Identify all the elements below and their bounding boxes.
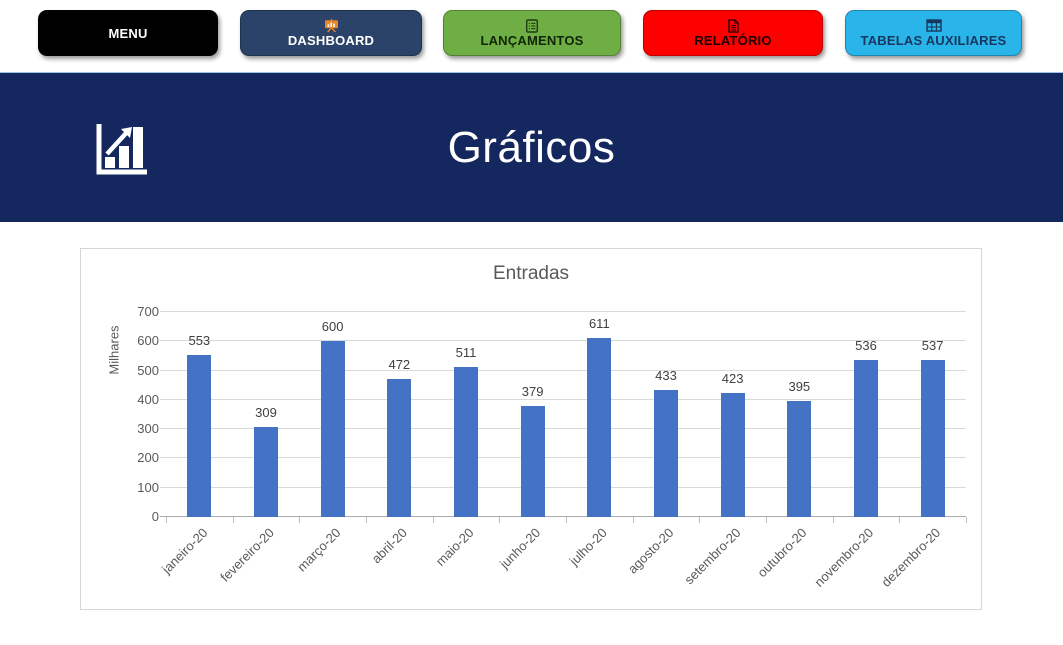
bar-outubro-20 (787, 401, 812, 517)
x-axis-tick (966, 517, 967, 523)
tabelas-auxiliares-button-label: TABELAS AUXILIARES (860, 32, 1007, 48)
title-band: Gráficos (0, 72, 1063, 222)
bar-value-label: 511 (455, 345, 477, 361)
x-axis-label: junho-20 (496, 525, 544, 572)
x-axis-label: agosto-20 (625, 525, 677, 577)
top-navbar: MENU DASHBOARD (0, 0, 1063, 72)
x-axis-tick (899, 517, 901, 523)
bar-julho-20 (587, 338, 612, 517)
x-axis-tick (432, 517, 434, 523)
table-icon (925, 18, 942, 32)
y-tick-label: 0 (151, 509, 159, 524)
y-tick-label: 400 (137, 391, 159, 407)
menu-button-label: MENU (108, 25, 148, 41)
bar-maio-20 (454, 367, 478, 517)
x-axis-tick (832, 517, 834, 523)
gridline (160, 340, 966, 342)
gridline (160, 457, 966, 459)
x-axis-label: setembro-20 (681, 525, 744, 588)
x-axis-label: janeiro-20 (158, 525, 210, 577)
y-tick-label: 600 (137, 333, 159, 349)
gridline (160, 311, 966, 312)
bar-value-label: 423 (721, 371, 744, 387)
bar-janeiro-20 (187, 355, 212, 517)
x-axis-label: abril-20 (368, 525, 410, 567)
bar-abril-20 (387, 378, 412, 517)
x-axis-tick (299, 517, 301, 523)
x-axis-tick (632, 517, 634, 523)
gridline (160, 369, 966, 371)
x-axis-label: novembro-20 (811, 525, 877, 590)
gridline (160, 486, 966, 488)
x-axis-tick (766, 517, 767, 523)
x-axis-tick (499, 517, 501, 523)
chart-title: Entradas (492, 263, 570, 284)
bar-value-label: 537 (921, 337, 944, 353)
tabelas-auxiliares-button[interactable]: TABELAS AUXILIARES (845, 10, 1022, 56)
menu-button[interactable]: MENU (38, 10, 218, 56)
x-axis-label: março-20 (293, 525, 344, 575)
x-axis-label: maio-20 (432, 525, 477, 569)
bar-value-label: 395 (788, 379, 811, 395)
bar-agosto-20 (654, 390, 678, 517)
x-axis-tick (566, 517, 567, 523)
lancamentos-button-label: LANÇAMENTOS (480, 32, 584, 48)
y-tick-label: 200 (137, 450, 159, 466)
gridline (160, 398, 966, 400)
bar-value-label: 553 (188, 333, 211, 349)
bar-novembro-20 (854, 360, 878, 517)
chart-plot: 553 309 600 472 511 379 611 433 423 395 536 537 (160, 311, 967, 523)
bar-chart-up-icon (88, 117, 152, 181)
gridline (160, 428, 966, 430)
bar-setembro-20 (720, 393, 745, 517)
y-tick-label: 300 (137, 421, 159, 437)
y-tick-label: 500 (137, 362, 159, 378)
x-axis-tick (366, 517, 367, 523)
relatorio-button[interactable]: RELATÓRIO (643, 10, 823, 56)
bar-fevereiro-20 (254, 426, 278, 517)
bar-value-label: 611 (588, 316, 610, 332)
x-axis-tick (699, 517, 701, 523)
bar-dezembro-20 (920, 359, 945, 517)
x-axis-label: fevereiro-20 (216, 525, 277, 585)
bar-value-label: 379 (521, 384, 544, 400)
page-title: Gráficos (447, 123, 616, 172)
x-axis-label: julho-20 (566, 525, 610, 569)
y-tick-label: 100 (137, 479, 159, 495)
x-axis-labels: janeiro-20 fevereiro-20 março-20 abril-20 ma… (158, 519, 966, 607)
x-axis-label: dezembro-20 (878, 525, 944, 590)
dashboard-button-label: DASHBOARD (287, 32, 375, 48)
x-axis-line (160, 516, 966, 517)
x-axis-label: outubro-20 (754, 525, 810, 581)
dashboard-button[interactable]: DASHBOARD (240, 10, 422, 56)
dashboard-icon (323, 18, 340, 32)
bar-value-label: 433 (655, 368, 677, 384)
y-axis-tick-labels: 0 100 200 300 400 500 600 700 (111, 304, 159, 524)
y-tick-label: 700 (137, 304, 159, 319)
bar-março-20 (320, 341, 345, 517)
chart-card: Entradas Milhares 0 100 200 300 400 500 600 700… (80, 248, 982, 610)
x-axis-tick (166, 517, 167, 523)
bar-value-label: 600 (321, 319, 344, 335)
lancamentos-button[interactable]: LANÇAMENTOS (443, 10, 621, 56)
relatorio-button-label: RELATÓRIO (694, 32, 772, 48)
bar-value-label: 536 (855, 338, 877, 354)
bar-junho-20 (520, 406, 545, 517)
list-icon (525, 18, 539, 33)
bar-value-label: 472 (388, 356, 411, 372)
bar-value-label: 309 (255, 404, 277, 420)
x-axis-tick (232, 517, 234, 523)
document-icon (726, 18, 740, 33)
